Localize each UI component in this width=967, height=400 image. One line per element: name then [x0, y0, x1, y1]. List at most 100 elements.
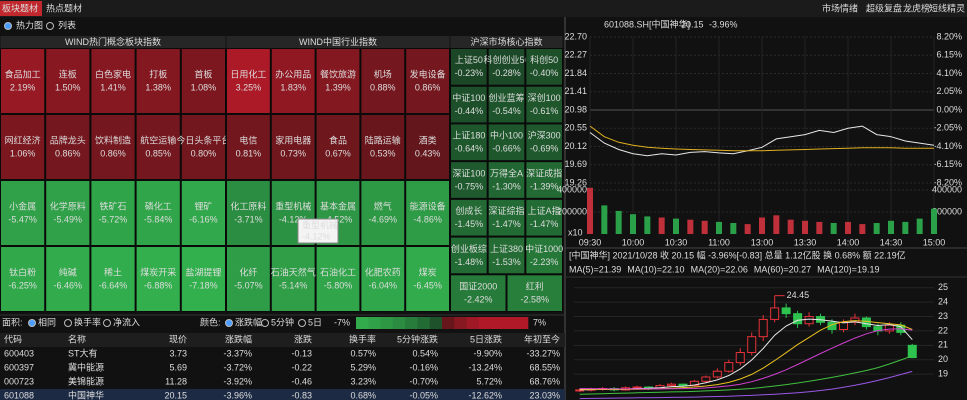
table-cell[interactable]: 中国神华 [68, 389, 104, 400]
table-cell[interactable]: 000723 [4, 376, 34, 386]
radio-label[interactable]: 净流入 [113, 316, 140, 327]
volume-bar [802, 220, 808, 234]
y2-tick-label: 4.10% [936, 68, 962, 78]
cell-name: 酒类 [419, 134, 437, 145]
table-cell[interactable]: -3.37% [223, 348, 252, 358]
cell-value: -6.88% [144, 280, 173, 290]
table-cell[interactable]: 23.03% [529, 390, 560, 400]
table-cell[interactable]: 5.72% [476, 376, 502, 386]
table-cell[interactable]: 20.15 [164, 390, 187, 400]
table-cell[interactable]: 600397 [4, 362, 34, 372]
cell-value: -4.69% [369, 214, 398, 224]
radio[interactable] [225, 319, 233, 327]
table-cell[interactable]: 冀中能源 [68, 361, 104, 372]
table-cell[interactable]: ST大有 [68, 347, 98, 358]
table-header[interactable]: 涨跌 [294, 334, 312, 344]
table-cell[interactable]: 3.73 [169, 348, 187, 358]
table-cell[interactable]: 0.57% [350, 348, 376, 358]
table-header[interactable]: 代码 [4, 334, 22, 344]
radio[interactable] [64, 319, 72, 327]
cell-value: 2.19% [10, 82, 36, 92]
table-cell[interactable]: 5.69 [169, 362, 187, 372]
ma-label: MA(60)=20.27 [754, 264, 811, 274]
radio[interactable] [4, 22, 12, 30]
candle-body [907, 344, 917, 359]
table-cell[interactable]: 600403 [4, 348, 34, 358]
table-cell[interactable]: -0.46 [291, 376, 312, 386]
cell-value: 3.25% [236, 82, 262, 92]
volume-bar [744, 224, 751, 234]
table-cell[interactable]: -3.72% [223, 362, 252, 372]
nav-link[interactable]: 龙虎榜 [903, 2, 930, 13]
scale-swatch [491, 317, 504, 329]
table-cell[interactable]: -0.05% [409, 390, 438, 400]
cell-value: 0.86% [55, 148, 81, 158]
table-cell[interactable]: -12.62% [468, 390, 502, 400]
radio-label[interactable]: 涨跌幅 [235, 316, 262, 327]
radio-label[interactable]: 列表 [58, 19, 76, 30]
volume-bar [931, 208, 937, 234]
radio[interactable] [28, 319, 36, 327]
nav-link[interactable]: 市场情绪 [822, 2, 858, 13]
table-header[interactable]: 年初至今 [524, 333, 560, 344]
tab[interactable]: 热点题材 [46, 2, 82, 13]
table-cell[interactable]: 601088 [4, 390, 34, 400]
nav-link[interactable]: 短线精灵 [929, 2, 965, 13]
heat-cell [487, 85, 526, 124]
cell-value: -0.64% [455, 144, 484, 154]
table-header[interactable]: 5分钟涨跌 [397, 333, 438, 344]
radio[interactable] [46, 22, 54, 30]
radio[interactable] [298, 319, 306, 327]
table-header[interactable]: 5日涨跌 [470, 334, 502, 344]
radio-label[interactable]: 相同 [38, 316, 56, 327]
table-cell[interactable]: -0.83 [291, 390, 312, 400]
table-cell[interactable]: 11.28 [165, 376, 187, 386]
cell-name: 能源设备 [410, 200, 446, 211]
radio-label[interactable]: 热力图 [16, 19, 43, 30]
table-cell[interactable]: 3.23% [350, 376, 376, 386]
volume-bar [615, 210, 622, 234]
radio-label[interactable]: 换手率 [74, 316, 101, 327]
cell-value: -0.75% [455, 181, 484, 191]
table-cell[interactable]: 0.54% [412, 348, 438, 358]
cell-value: 1.50% [55, 82, 81, 92]
cell-value: 1.06% [10, 148, 36, 158]
table-cell[interactable]: -0.70% [409, 376, 438, 386]
vol-tick-label: 400000 [557, 184, 587, 194]
table-cell[interactable]: 0.68% [350, 390, 376, 400]
radio-label[interactable]: 5日 [308, 317, 322, 327]
table-cell[interactable]: 美锦能源 [68, 375, 104, 386]
table-cell[interactable]: -9.90% [473, 348, 502, 358]
table-cell[interactable]: -0.13 [291, 348, 312, 358]
cell-name: 网红经济 [5, 134, 41, 145]
heat-cell [450, 161, 488, 199]
table-header[interactable]: 现价 [169, 334, 187, 344]
legend-label: 颜色: [200, 316, 221, 327]
table-cell[interactable]: -3.96% [223, 390, 252, 400]
table-cell[interactable]: -0.16% [409, 362, 438, 372]
volume-bar [644, 216, 651, 234]
cell-name: 食品加工 [5, 68, 41, 79]
table-cell[interactable]: 68.76% [529, 376, 560, 386]
nav-link[interactable]: 超级复盘 [866, 2, 902, 13]
tab[interactable]: 板块题材 [2, 2, 38, 13]
cell-value: -6.04% [369, 280, 398, 290]
table-cell[interactable]: -3.92% [223, 376, 252, 386]
candle-body [781, 307, 791, 315]
radio[interactable] [261, 319, 269, 327]
ma-label: MA(20)=22.06 [691, 264, 748, 274]
table-header[interactable]: 换手率 [349, 333, 376, 344]
radio[interactable] [103, 319, 111, 327]
table-cell[interactable]: 68.55% [529, 362, 560, 372]
table-cell[interactable]: -33.27% [526, 348, 560, 358]
table-header[interactable]: 涨跌幅 [225, 333, 252, 344]
table-cell[interactable]: -13.24% [468, 362, 502, 372]
kline-tick-label: 25 [938, 282, 948, 292]
table-cell[interactable]: -0.22 [291, 362, 312, 372]
cell-value: 0.81% [236, 148, 262, 158]
table-header[interactable]: 名称 [68, 333, 86, 344]
table-cell[interactable]: 5.29% [350, 362, 376, 372]
scale-swatch [392, 317, 406, 329]
radio-label[interactable]: 5分钟 [271, 316, 294, 327]
cell-value: 0.86% [415, 82, 441, 92]
